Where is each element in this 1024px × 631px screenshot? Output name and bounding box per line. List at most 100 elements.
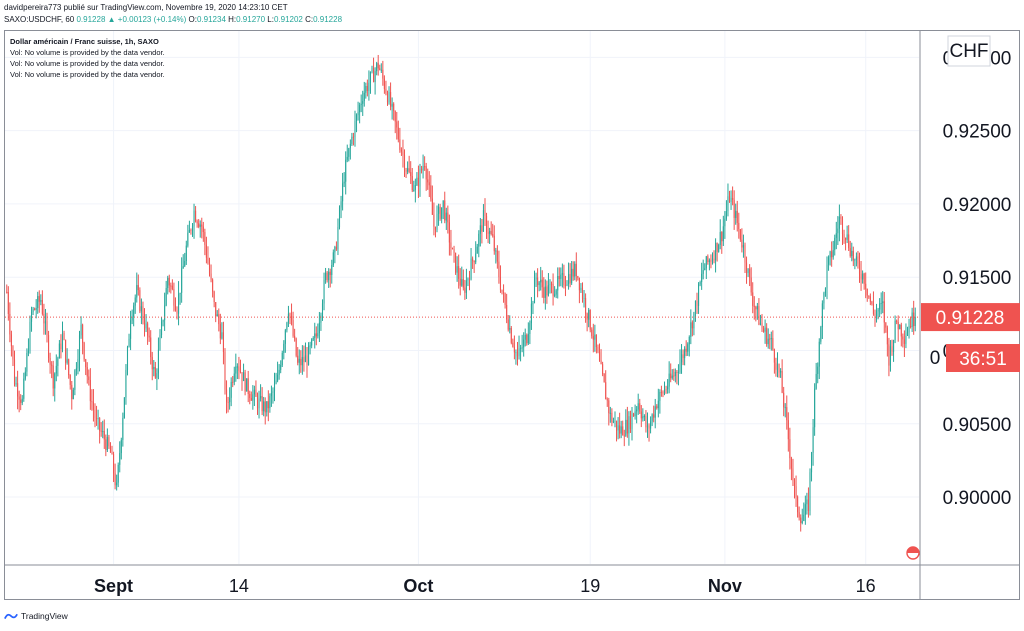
candle-body — [473, 261, 475, 263]
candle-body — [331, 265, 333, 275]
candle-body — [707, 256, 709, 262]
candle-body — [694, 301, 697, 313]
candle-body — [17, 383, 19, 397]
candle-body — [865, 283, 867, 289]
symbol-label[interactable]: SAXO:USDCHF, 60 — [4, 15, 75, 24]
candle-body — [848, 234, 850, 249]
candle-body — [614, 420, 616, 422]
candle-body — [225, 389, 228, 402]
candle-body — [130, 320, 132, 339]
candle-body — [176, 310, 178, 314]
candle-body — [131, 316, 133, 321]
candle-body — [218, 314, 220, 325]
footer-brand[interactable]: TradingView — [4, 611, 68, 621]
candle-body — [51, 364, 53, 366]
candle-body — [547, 285, 549, 296]
candle-body — [792, 468, 794, 481]
candle-body — [509, 328, 511, 330]
candle-body — [640, 411, 642, 419]
candle-body — [126, 347, 129, 371]
candle-body — [786, 407, 788, 421]
legend-title[interactable]: Dollar américain / Franc suisse, 1h, SAX… — [10, 37, 159, 46]
candle-body — [790, 458, 792, 469]
candle-body — [766, 327, 768, 345]
candle-body — [66, 359, 68, 363]
economic-events-icon[interactable] — [906, 546, 920, 560]
candle-body — [679, 362, 681, 372]
candle-body — [900, 324, 902, 337]
candle-body — [735, 210, 737, 218]
candle-body — [501, 289, 503, 293]
candle-body — [530, 303, 532, 324]
low-label: L: — [267, 15, 274, 24]
candle-body — [6, 291, 8, 293]
candle-body — [122, 417, 124, 440]
candle-body — [191, 226, 194, 231]
candle-body — [159, 334, 161, 350]
candle-body — [498, 261, 500, 278]
candle-body — [394, 111, 396, 122]
candle-body — [770, 338, 772, 340]
candle-body — [450, 242, 452, 248]
volume-note: Vol: No volume is provided by the data v… — [10, 70, 165, 79]
candle-body — [671, 375, 673, 379]
candle-body — [642, 416, 644, 419]
price-tick-label: 0.92000 — [943, 195, 1012, 216]
candle-body — [855, 256, 857, 260]
candle-body — [165, 288, 167, 306]
candle-body — [826, 264, 828, 289]
candle-body — [252, 394, 254, 401]
candle-body — [139, 290, 141, 312]
candle-body — [752, 292, 754, 306]
price-axis[interactable]: 0.930000.925000.920000.915000.910000.905… — [943, 48, 1012, 509]
candle-body — [95, 417, 98, 419]
candle-body — [554, 294, 556, 296]
candle-body — [914, 317, 916, 327]
candle-body — [241, 372, 243, 382]
candle-body — [224, 352, 226, 390]
candle-body — [414, 185, 416, 190]
candle-body — [592, 336, 594, 340]
candle-body — [249, 394, 251, 399]
candle-body — [301, 357, 303, 366]
candle-body — [871, 301, 873, 305]
candle-body — [495, 250, 497, 252]
candle-body — [778, 363, 780, 373]
candle-body — [761, 322, 763, 329]
candle-body — [229, 397, 231, 403]
candle-body — [459, 278, 461, 286]
candle-body — [20, 399, 22, 403]
candle-body — [913, 312, 915, 327]
candle-body — [388, 92, 390, 103]
currency-badge-box[interactable] — [947, 35, 991, 67]
candle-body — [763, 328, 765, 332]
time-axis[interactable]: Sept 14 Oct 19 Nov 16 — [94, 576, 876, 596]
candle-body — [851, 250, 853, 257]
candle-body — [35, 308, 37, 310]
candle-body — [499, 277, 502, 290]
candle-body — [773, 349, 775, 363]
candle-body — [167, 277, 169, 289]
candle-body — [297, 355, 299, 363]
candle-body — [817, 366, 819, 374]
candle-body — [776, 363, 779, 370]
candle-body — [572, 268, 574, 277]
candle-body — [312, 337, 314, 340]
candle-body — [705, 256, 707, 269]
candle-body — [428, 182, 430, 186]
candle-body — [764, 327, 766, 332]
candle-body — [82, 324, 84, 343]
candle-body — [393, 103, 395, 112]
candle-body — [368, 82, 370, 91]
candle-body — [793, 480, 796, 487]
candle-body — [468, 278, 471, 280]
candle-body — [769, 338, 771, 340]
candle-body — [708, 260, 710, 262]
candle-body — [526, 334, 528, 344]
currency-badge[interactable]: CHF — [949, 41, 988, 62]
candle-body — [154, 366, 156, 378]
candle-body — [198, 223, 200, 227]
candle-body — [128, 338, 130, 348]
candle-body — [702, 270, 704, 274]
